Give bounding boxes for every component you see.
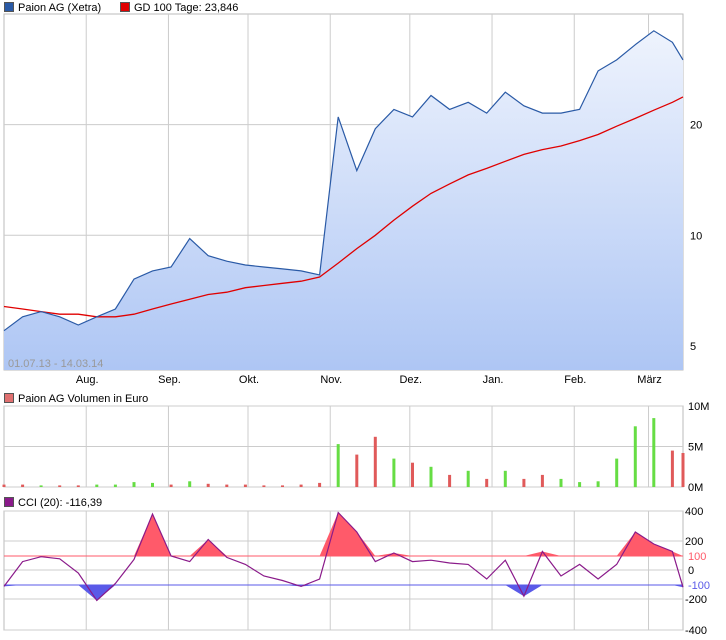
price-panel: 5 10 20 01.07.13 - 14.03.14 Aug. Sep. Okt. Nov.… (3, 13, 702, 386)
price-y-tick-label: 10 (690, 230, 702, 242)
price-legend: Paion AG (Xetra) (4, 2, 101, 14)
volume-bar (411, 462, 414, 487)
x-tick-label: Aug. (76, 374, 99, 386)
volume-bar (58, 485, 62, 487)
cci-y-tick-label: 400 (685, 506, 703, 518)
x-tick-label: Dez. (399, 374, 422, 386)
x-tick-label: Nov. (320, 374, 342, 386)
volume-bar (392, 458, 396, 487)
price-legend-label: Paion AG (Xetra) (18, 2, 102, 14)
volume-bar (299, 484, 303, 487)
volume-bar (206, 483, 210, 487)
price-y-tick-label: 20 (690, 120, 702, 132)
volume-bar (373, 436, 377, 487)
volume-bar (243, 484, 247, 487)
price-y-tick-label: 5 (690, 341, 696, 353)
volume-y-tick-label: 5M (688, 442, 703, 454)
volume-bar (503, 470, 507, 487)
gd100-legend-label: GD 100 Tage: 23,846 (134, 2, 239, 14)
volume-bar (132, 482, 136, 487)
date-range-label: 01.07.13 - 14.03.14 (8, 358, 103, 370)
volume-bar (21, 484, 25, 487)
volume-bar (652, 418, 656, 487)
price-area-fill (4, 30, 683, 371)
gd100-legend-swatch (120, 2, 130, 12)
volume-bar (633, 426, 637, 488)
price-legend-swatch (4, 2, 14, 12)
cci-legend-swatch (4, 497, 14, 507)
volume-panel: 10M 5M 0M (2, 401, 709, 494)
cci-oversold-fill (4, 585, 683, 601)
x-tick-label: Feb. (564, 374, 586, 386)
cci-y-tick-label: 200 (685, 536, 703, 548)
cci-series-line (3, 511, 684, 602)
volume-legend-label: Paion AG Volumen in Euro (18, 393, 149, 405)
volume-bar (95, 484, 99, 487)
cci-y-tick-label: 100 (688, 551, 706, 563)
cci-legend: CCI (20): -116,39 (4, 497, 102, 509)
volume-bar (578, 482, 582, 487)
cci-panel: 400 200 100 0 -100 -200 -400 (3, 506, 710, 637)
volume-bar (39, 485, 43, 487)
volume-legend-swatch (4, 393, 14, 403)
x-tick-label: Sep. (158, 374, 181, 386)
volume-bar (540, 474, 544, 487)
price-series-line (3, 30, 684, 332)
volume-bar (169, 484, 173, 487)
cci-y-tick-label: -100 (688, 580, 710, 592)
volume-bar (318, 482, 322, 487)
x-tick-label: Okt. (239, 374, 259, 386)
volume-bar (151, 482, 154, 487)
volume-bar (2, 484, 6, 487)
volume-bar (262, 485, 266, 487)
volume-bar (485, 478, 489, 487)
volume-bar (281, 485, 284, 487)
volume-bar (615, 458, 619, 487)
volume-bar (76, 485, 80, 487)
volume-legend: Paion AG Volumen in Euro (4, 393, 148, 405)
volume-y-tick-label: 0M (688, 482, 703, 494)
cci-overbought-fill (4, 512, 683, 556)
gd100-legend: GD 100 Tage: 23,846 (120, 2, 238, 14)
volume-bar (522, 478, 526, 487)
volume-bar (681, 453, 685, 487)
gd100-series-line (3, 96, 684, 318)
volume-bar (429, 466, 433, 488)
cci-y-tick-label: 0 (688, 565, 694, 577)
volume-bar (448, 474, 452, 487)
volume-bar (466, 470, 470, 487)
volume-y-tick-label: 10M (688, 401, 709, 413)
volume-bar (670, 450, 674, 487)
cci-y-tick-label: -200 (685, 594, 707, 606)
volume-bar (113, 484, 117, 487)
volume-bar (225, 484, 229, 487)
x-tick-label: Jan. (483, 374, 504, 386)
volume-bar (596, 481, 600, 487)
x-tick-label: März (637, 374, 661, 386)
volume-bar (559, 478, 563, 487)
volume-bar (336, 444, 340, 487)
cci-y-tick-label: -400 (685, 625, 707, 637)
volume-bar (355, 454, 359, 487)
volume-bar (188, 481, 192, 487)
cci-legend-label: CCI (20): -116,39 (18, 497, 103, 509)
